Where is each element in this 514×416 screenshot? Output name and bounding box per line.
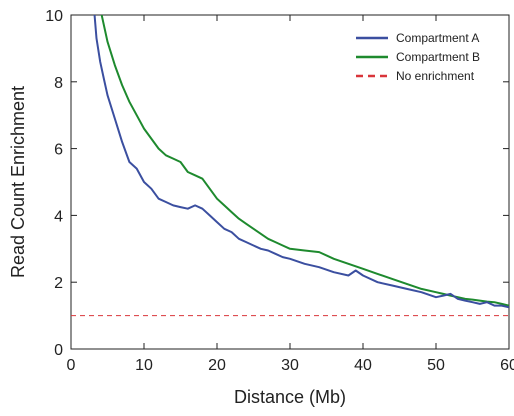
series-line-compartment-a (93, 15, 509, 309)
y-tick-label: 8 (54, 75, 63, 92)
series-line-compartment-b (100, 15, 509, 307)
legend: Compartment A Compartment B No enrichment (356, 31, 480, 83)
x-tick-label: 20 (208, 357, 226, 374)
legend-label: Compartment A (396, 31, 479, 45)
x-tick-label: 50 (427, 357, 445, 374)
x-tick-label: 40 (354, 357, 372, 374)
x-tick-label: 0 (67, 357, 76, 374)
plot-frame (70, 14, 510, 350)
legend-label: No enrichment (396, 69, 475, 83)
legend-label: Compartment B (396, 50, 480, 64)
y-tick-label: 0 (54, 342, 63, 359)
axis-ticks (70, 14, 510, 350)
x-tick-label: 10 (135, 357, 153, 374)
y-axis-title: Read Count Enrichment (8, 86, 28, 278)
x-tick-label: 60 (500, 357, 514, 374)
y-tick-label: 4 (54, 208, 63, 225)
x-axis-title: Distance (Mb) (234, 387, 346, 407)
y-tick-label: 6 (54, 142, 63, 159)
y-tick-label: 2 (54, 275, 63, 292)
x-tick-label: 30 (281, 357, 299, 374)
series-lines (71, 15, 509, 317)
y-tick-label: 10 (45, 8, 63, 25)
axis-tick-labels: 0 10 20 30 40 50 60 0 2 4 6 8 10 (45, 8, 514, 374)
